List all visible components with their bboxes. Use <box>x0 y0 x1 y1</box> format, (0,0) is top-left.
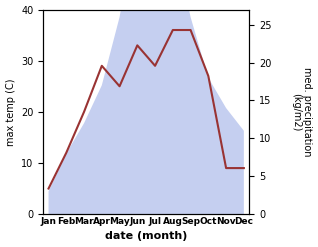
Y-axis label: med. precipitation
(kg/m2): med. precipitation (kg/m2) <box>291 67 313 157</box>
Y-axis label: max temp (C): max temp (C) <box>5 78 16 145</box>
X-axis label: date (month): date (month) <box>105 231 187 242</box>
